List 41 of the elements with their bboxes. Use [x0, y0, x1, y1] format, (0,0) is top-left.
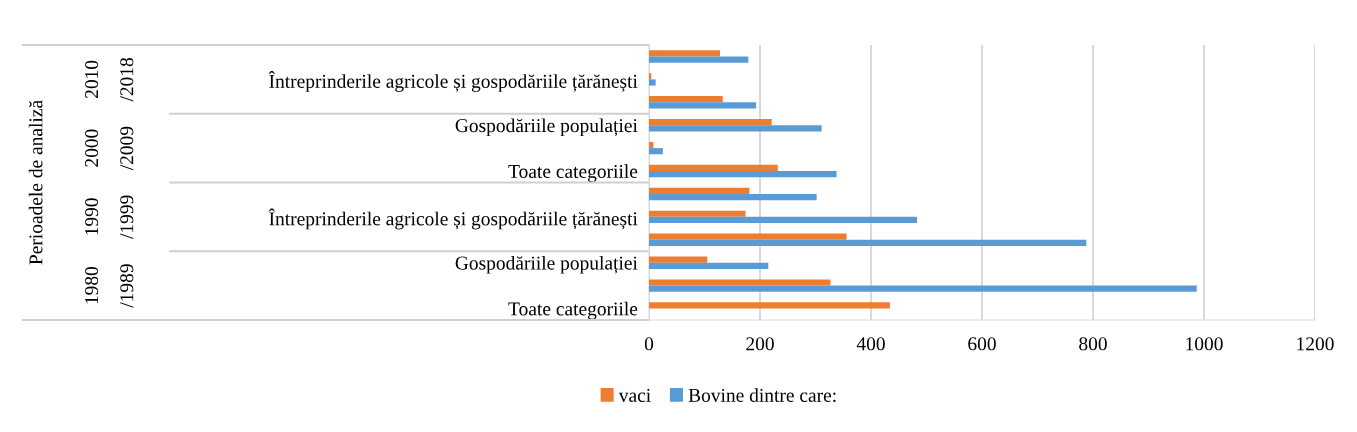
- text: 1990 /1999: [85, 195, 134, 240]
- text: 1980 /1989: [85, 264, 134, 308]
- text: 2000 /2009: [85, 126, 134, 171]
- text: Perioadele de analiză: [28, 100, 43, 265]
- bar: [649, 119, 772, 126]
- legend-label: Bovine dintre care:: [688, 388, 836, 402]
- x-tick-label: 0: [644, 337, 654, 351]
- y-tick-label: Gospodăriile populației: [455, 255, 638, 274]
- bar: [649, 148, 663, 155]
- legend-label: vaci: [618, 388, 651, 402]
- bar: [649, 285, 1197, 292]
- x-tick-label: 600: [968, 337, 996, 351]
- bar: [649, 187, 750, 194]
- bar: [649, 171, 837, 178]
- x-tick-label: 800: [1079, 337, 1107, 351]
- bar: [649, 262, 769, 269]
- y-tick-label: Întreprinderile agricole și gospodăriile țărănești: [268, 71, 638, 92]
- x-tick-label: 400: [856, 337, 885, 351]
- bar: [649, 302, 890, 309]
- bar: [649, 96, 723, 103]
- bar: [649, 210, 746, 217]
- bar: [649, 79, 656, 86]
- y-tick-label: Gospodăriile populației: [455, 118, 638, 137]
- x-tick-label: 1000: [1186, 337, 1223, 351]
- y-tick-label: Toate categoriile: [508, 301, 638, 320]
- bar: [649, 125, 822, 132]
- bar: [649, 256, 708, 263]
- bar: [649, 193, 817, 201]
- x-tick-label: 200: [746, 337, 774, 351]
- bar: [649, 216, 918, 224]
- bar: [649, 279, 831, 286]
- y-tick-label: Întreprinderile agricole și gospodăriile țărănești: [268, 208, 638, 230]
- bar: [649, 50, 721, 57]
- bar: [649, 164, 778, 172]
- y-tick-label: Toate categoriile: [508, 164, 638, 182]
- bar: [649, 56, 749, 63]
- bar: [649, 239, 1087, 246]
- bar: [649, 102, 757, 109]
- x-tick-label: 1200: [1297, 337, 1334, 351]
- text: 2010 /2018: [85, 57, 134, 102]
- bar: [649, 233, 847, 240]
